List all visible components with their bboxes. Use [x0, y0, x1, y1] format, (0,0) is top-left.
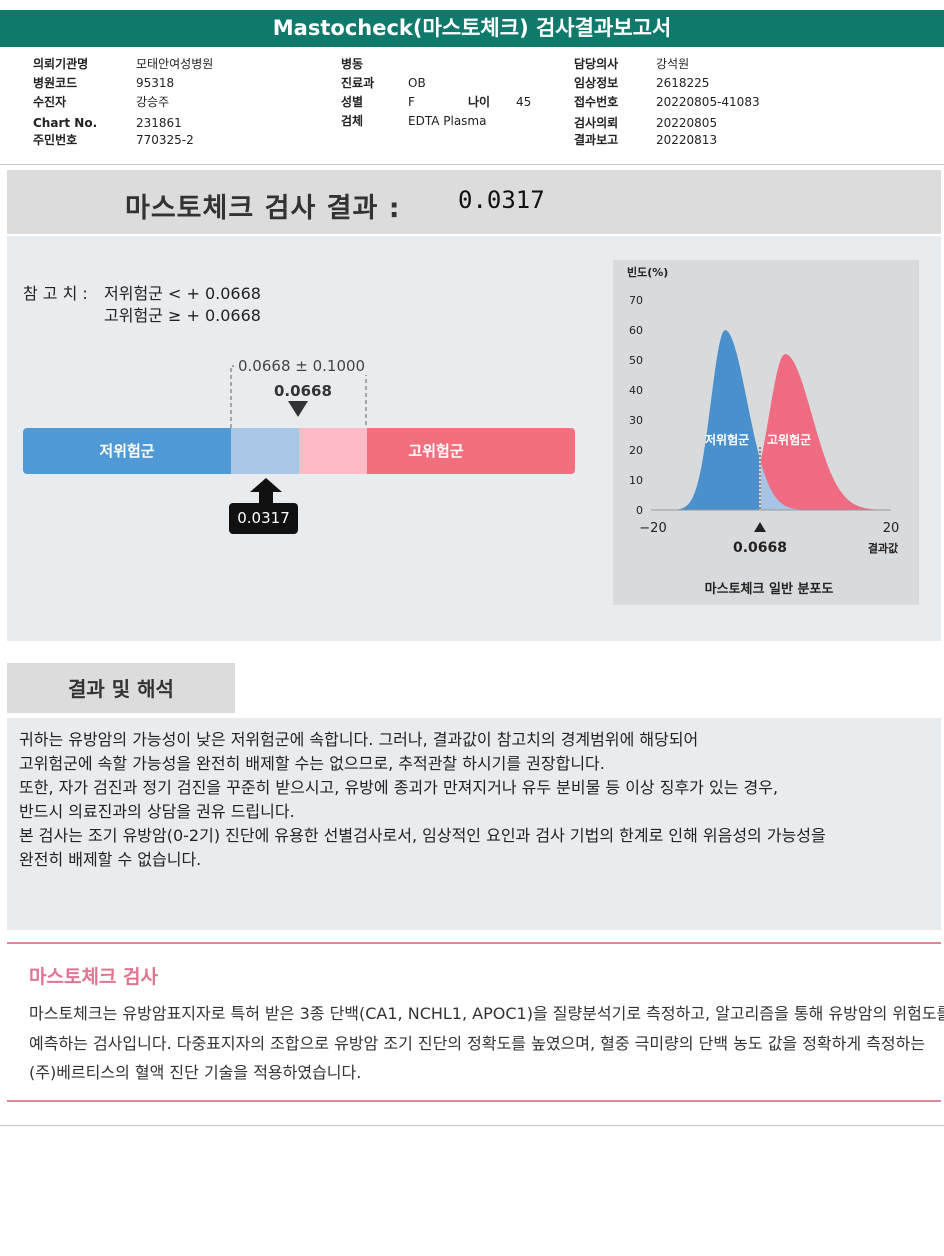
reference-prefix: 참 고 치 :	[23, 284, 88, 303]
info-label-department: 진료과	[341, 76, 375, 90]
chart-ylabel: 빈도(%)	[627, 265, 668, 279]
series-label-high: 고위험군	[767, 432, 811, 447]
info-value-sex: F	[408, 95, 415, 109]
info-label-patient: 수진자	[33, 95, 67, 109]
result-value: 0.0317	[458, 186, 545, 214]
info-label-age: 나이	[468, 95, 491, 109]
chart-cutoff-label: 0.0668	[733, 540, 787, 556]
x-tick-label: 20	[883, 521, 900, 536]
divider	[0, 1125, 944, 1126]
interpretation-line: 본 검사는 조기 유방암(0-2기) 진단에 유용한 선별검사로서, 임상적인 …	[19, 826, 826, 845]
risk-bar-high: 고위험군	[367, 428, 575, 474]
info-value-doctor: 강석원	[656, 57, 690, 71]
info-value-age: 45	[516, 95, 532, 109]
reference-low: 저위험군 < + 0.0668	[104, 284, 261, 303]
chart-xlabel: 결과값	[868, 541, 898, 555]
info-label-chart-no: Chart No.	[33, 116, 98, 130]
info-label-report-date: 결과보고	[574, 133, 619, 147]
info-label-institution: 의뢰기관명	[33, 57, 89, 71]
y-tick-label: 70	[629, 294, 643, 307]
divider	[7, 1100, 941, 1102]
distribution-chart-svg: 빈도(%) 0 10 20 30 40 50 60 70 저위험군 고위험군 −20 20 0.0668 결…	[627, 265, 900, 597]
info-value-institution: 모태안여성병원	[136, 57, 214, 71]
divider	[7, 942, 941, 944]
info-value-report-date: 20220813	[656, 133, 718, 147]
y-tick-label: 20	[629, 444, 643, 457]
interpretation-line: 귀하는 유방암의 가능성이 낮은 저위험군에 속합니다. 그러나, 결과값이 참…	[19, 730, 699, 749]
y-tick-label: 10	[629, 474, 643, 487]
mastocheck-title: 마스토체크 검사	[29, 966, 158, 988]
info-label-clinical-info: 임상정보	[574, 76, 619, 90]
info-label-receipt-no: 접수번호	[574, 95, 619, 109]
y-tick-label: 0	[636, 504, 643, 517]
info-label-sex: 성별	[341, 95, 364, 109]
report-title: Mastocheck(마스토체크) 검사결과보고서	[0, 10, 944, 47]
y-tick-label: 60	[629, 324, 643, 337]
result-label: 마스토체크 검사 결과 :	[125, 193, 401, 224]
info-value-department: OB	[408, 76, 426, 90]
mastocheck-line: 마스토체크는 유방암표지자로 특허 받은 3종 단백(CA1, NCHL1, A…	[29, 1004, 944, 1023]
y-tick-label: 50	[629, 354, 643, 367]
result-pointer-icon	[250, 478, 282, 506]
risk-bar-high-label: 고위험군	[408, 442, 464, 460]
chart-title: 마스토체크 일반 분포도	[705, 581, 834, 597]
info-label-specimen: 검체	[341, 114, 364, 128]
cutoff-marker-icon	[288, 401, 308, 417]
result-band	[7, 170, 941, 234]
y-tick-label: 30	[629, 414, 643, 427]
result-pointer-value: 0.0317	[229, 503, 298, 534]
range-label: 0.0668 ± 0.1000	[234, 357, 370, 375]
mastocheck-line: 예측하는 검사입니다. 다중표지자의 조합으로 유방암 조기 진단의 정확도를 …	[29, 1034, 926, 1053]
interpretation-line: 또한, 자가 검진과 정기 검진을 꾸준히 받으시고, 유방에 종괴가 만져지거…	[19, 778, 779, 797]
interpretation-line: 반드시 의료진과의 상담을 권유 드립니다.	[19, 802, 295, 821]
risk-bar-low-border	[231, 428, 299, 474]
x-tick-label: −20	[639, 521, 666, 536]
low-risk-curve-overlap	[761, 462, 889, 510]
risk-bar-low-label: 저위험군	[99, 442, 155, 460]
info-value-receipt-no: 20220805-41083	[656, 95, 760, 109]
low-risk-curve	[655, 330, 759, 510]
reference-high: 고위험군 ≥ + 0.0668	[104, 306, 261, 325]
info-label-hospital-code: 병원코드	[33, 76, 78, 90]
info-label-ward: 병동	[341, 57, 364, 71]
info-value-specimen: EDTA Plasma	[408, 114, 487, 128]
mastocheck-line: (주)베르티스의 혈액 진단 기술을 적용하였습니다.	[29, 1063, 362, 1082]
y-tick-label: 40	[629, 384, 643, 397]
cutoff-triangle-icon	[754, 522, 766, 532]
interpretation-title: 결과 및 해석	[7, 663, 235, 713]
distribution-chart: 빈도(%) 0 10 20 30 40 50 60 70 저위험군 고위험군 −20 20 0.0668 결…	[613, 260, 919, 605]
interpretation-line: 완전히 배제할 수 없습니다.	[19, 850, 202, 869]
info-label-doctor: 담당의사	[574, 57, 619, 71]
info-label-resident-no: 주민번호	[33, 133, 78, 147]
info-value-resident-no: 770325-2	[136, 133, 194, 147]
info-value-hospital-code: 95318	[136, 76, 175, 90]
info-label-request-date: 검사의뢰	[574, 116, 619, 130]
high-risk-curve	[761, 354, 889, 510]
info-value-chart-no: 231861	[136, 116, 182, 130]
risk-bar-low: 저위험군	[23, 428, 231, 474]
divider	[0, 164, 944, 165]
info-value-patient: 강승주	[136, 95, 170, 109]
risk-bar: 저위험군 고위험군	[23, 428, 575, 474]
interpretation-panel: 귀하는 유방암의 가능성이 낮은 저위험군에 속합니다. 그러나, 결과값이 참…	[7, 718, 941, 930]
interpretation-line: 고위험군에 속할 가능성을 완전히 배제할 수는 없으므로, 추적관찰 하시기를…	[19, 754, 605, 773]
risk-bar-high-border	[299, 428, 367, 474]
series-label-low: 저위험군	[705, 432, 749, 447]
cutoff-label: 0.0668	[274, 382, 332, 400]
info-value-request-date: 20220805	[656, 116, 718, 130]
info-value-clinical-info: 2618225	[656, 76, 710, 90]
